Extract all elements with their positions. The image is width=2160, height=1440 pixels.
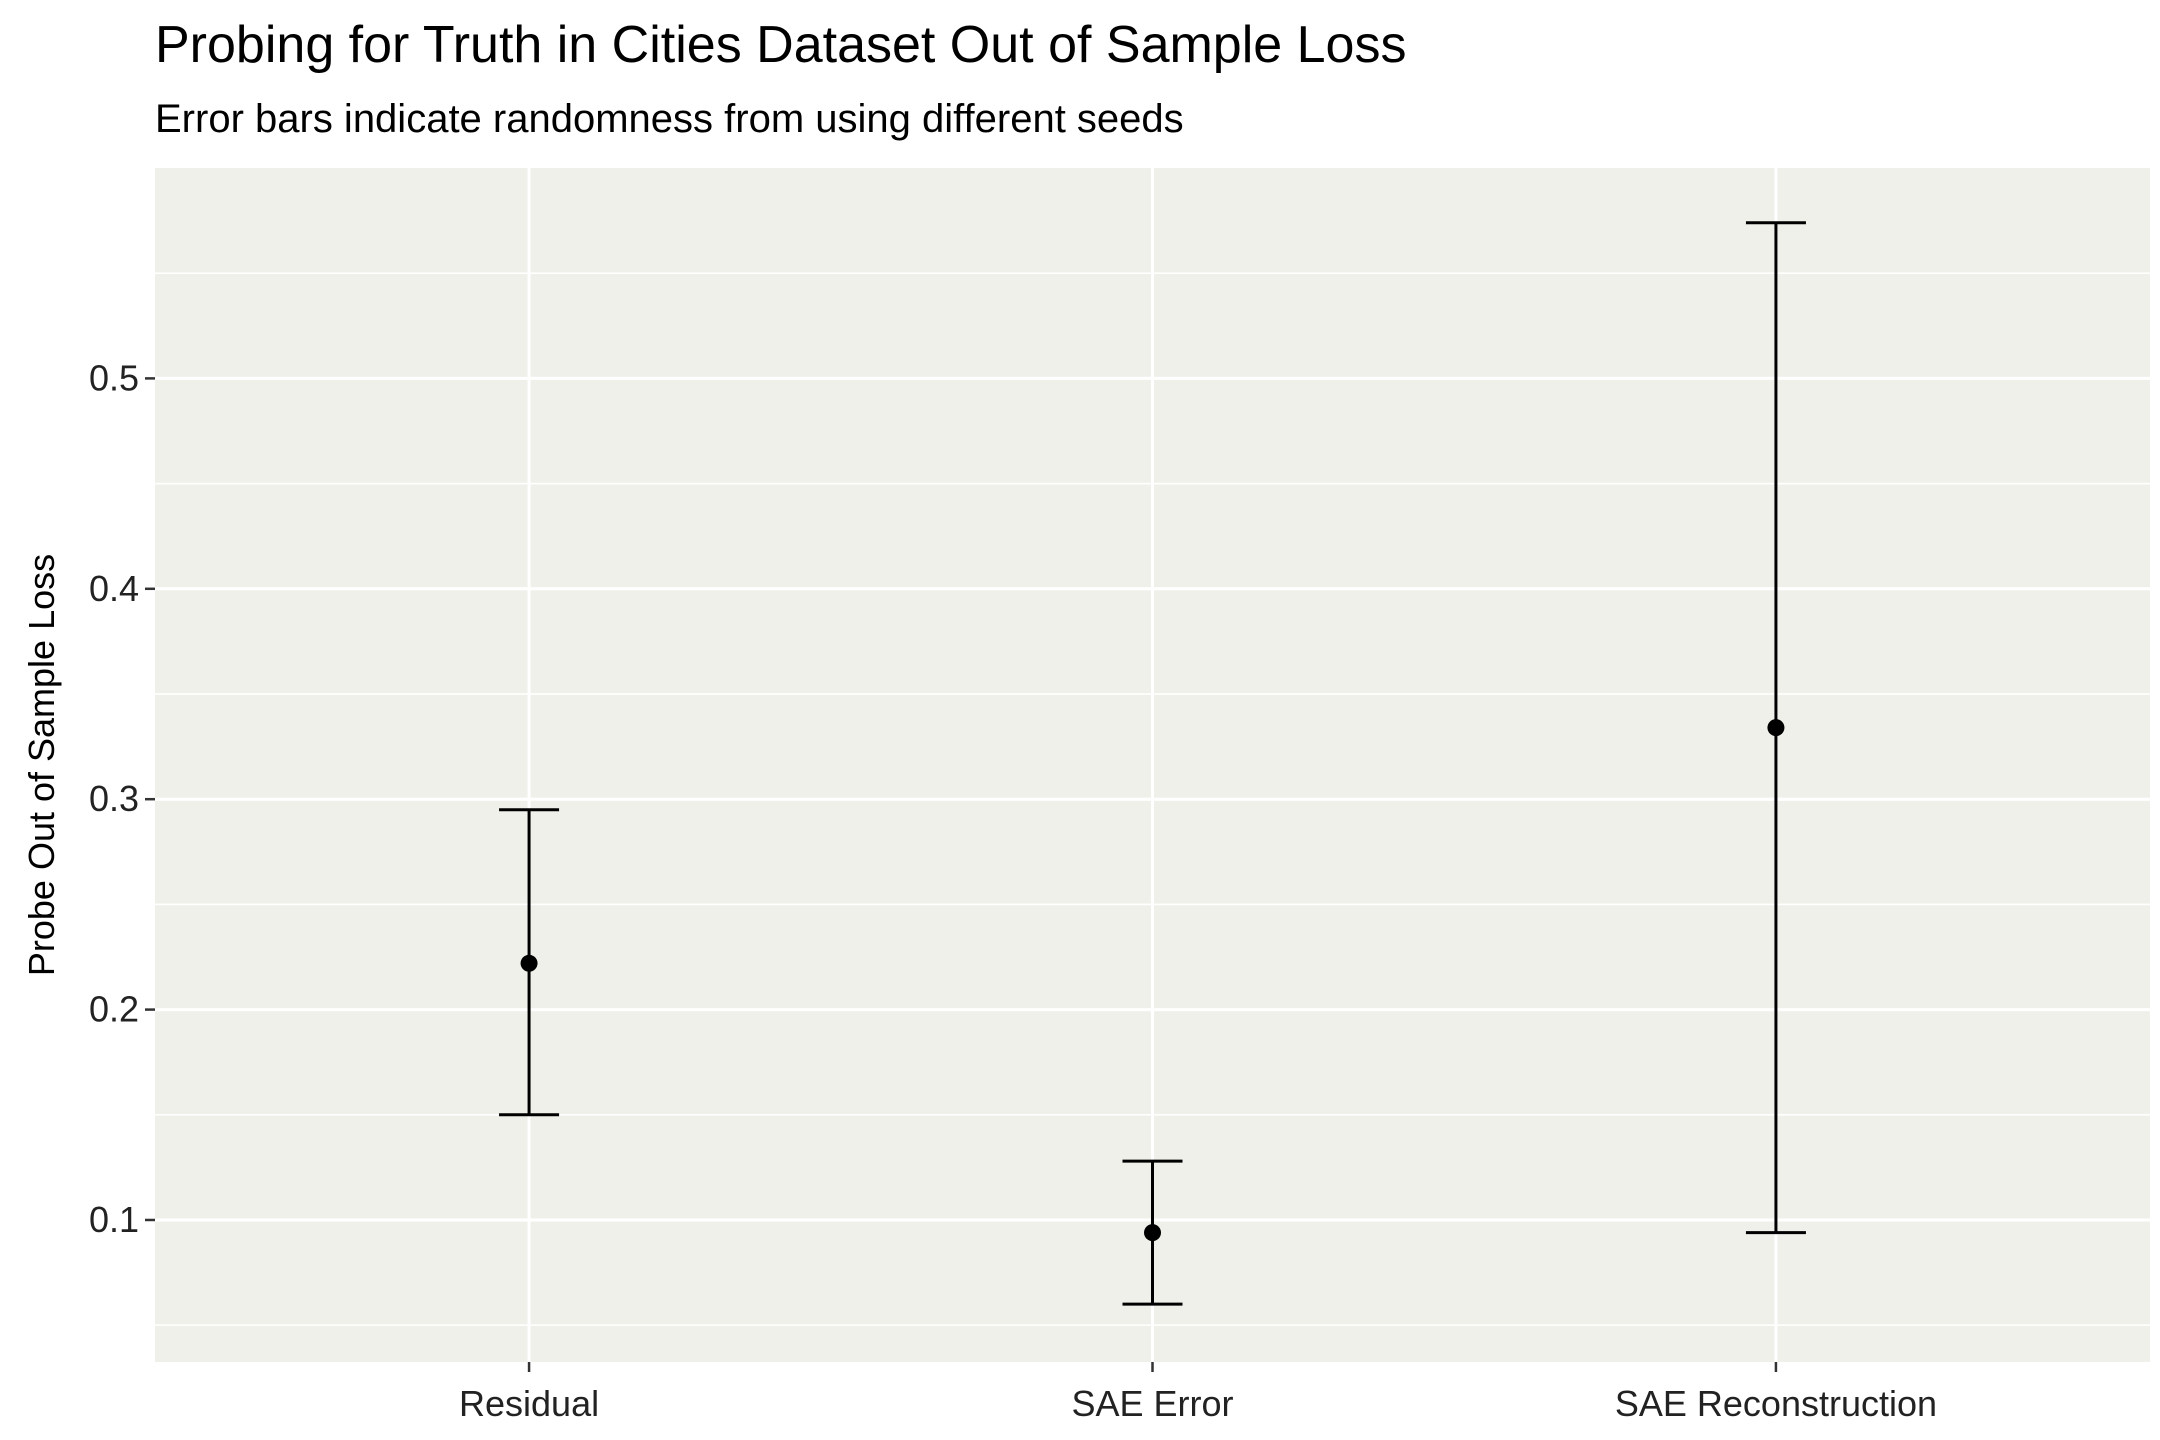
y-tick-label: 0.5 [89, 357, 139, 398]
data-point [520, 954, 538, 972]
chart-title: Probing for Truth in Cities Dataset Out … [155, 16, 1406, 74]
chart-subtitle: Error bars indicate randomness from usin… [155, 97, 1184, 141]
y-tick-label: 0.4 [89, 568, 139, 609]
y-tick-label: 0.2 [89, 989, 139, 1030]
x-tick-label: SAE Error [1071, 1383, 1233, 1424]
x-tick-label: Residual [459, 1383, 599, 1424]
axes: 0.1 0.2 0.3 0.4 0.5 Residual SAE Error SAE Reco… [89, 357, 1937, 1424]
data-point [1144, 1224, 1161, 1242]
x-tick-label: SAE Reconstruction [1615, 1383, 1937, 1424]
error-bars [499, 221, 1806, 1306]
y-tick-label: 0.3 [89, 778, 139, 819]
data-point [1767, 719, 1785, 737]
y-tick-label: 0.1 [89, 1199, 139, 1240]
y-axis-title: Probe Out of Sample Loss [21, 554, 62, 976]
